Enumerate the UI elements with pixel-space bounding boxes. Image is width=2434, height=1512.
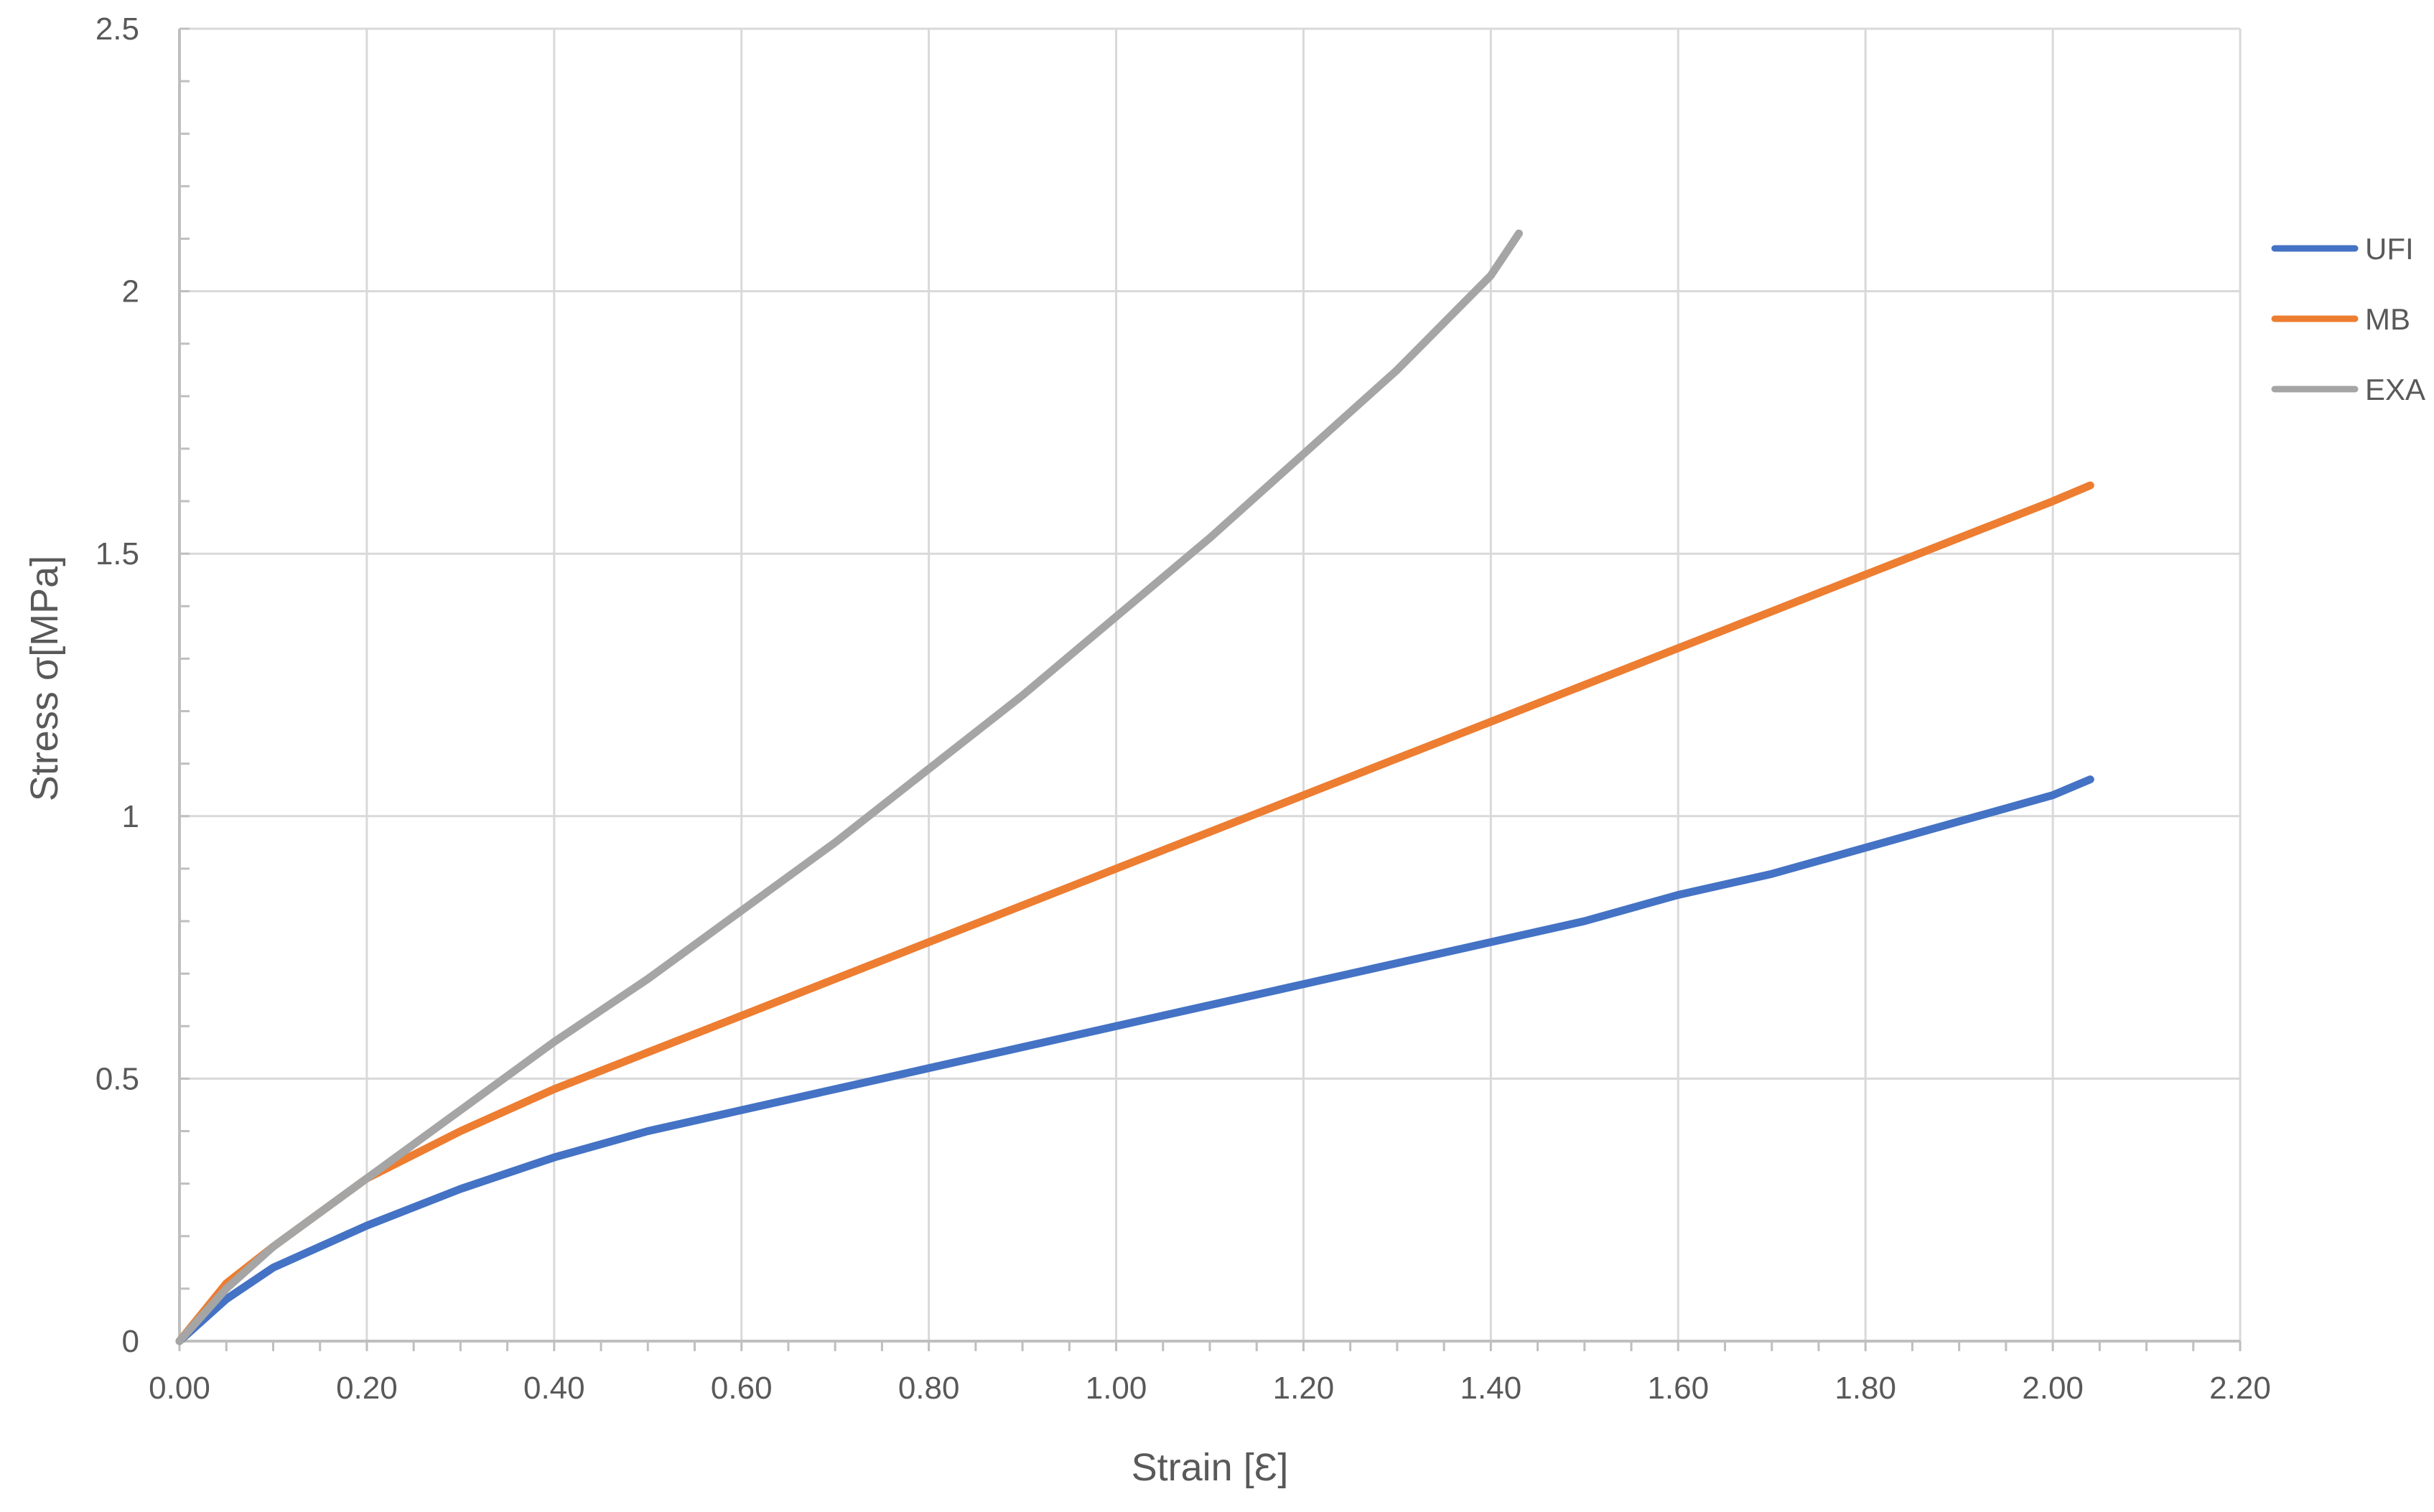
y-tick-label: 2.5	[95, 11, 139, 47]
x-tick-label: 1.00	[1086, 1371, 1147, 1406]
legend-label-exa: EXA	[2365, 373, 2425, 406]
y-tick-label: 1.5	[95, 536, 139, 571]
series-line-mb	[175, 481, 2094, 1345]
x-tick-label: 1.80	[1834, 1371, 1896, 1406]
y-axis-tick-labels: 0 0.5 1 1.5 2 2.5	[95, 11, 139, 1359]
y-axis-title: Stress σ[MPa]	[23, 556, 66, 801]
series-line-ufi	[175, 775, 2094, 1345]
x-tick-label: 0.60	[711, 1371, 773, 1406]
legend: UFI MB EXA	[2271, 232, 2425, 406]
x-tick-label: 1.20	[1273, 1371, 1335, 1406]
x-tick-label: 1.40	[1460, 1371, 1522, 1406]
y-tick-label: 0	[122, 1324, 139, 1359]
x-axis-title: Strain [Ɛ]	[1132, 1446, 1289, 1489]
x-tick-label: 0.80	[898, 1371, 960, 1406]
y-tick-label: 0.5	[95, 1061, 139, 1096]
x-tick-label: 0.00	[149, 1371, 210, 1406]
y-tick-label: 2	[122, 274, 139, 309]
x-tick-label: 0.20	[336, 1371, 398, 1406]
axes	[178, 27, 2242, 1351]
series-line-exa	[175, 229, 1523, 1345]
gridlines	[179, 27, 2242, 1341]
y-tick-label: 1	[122, 799, 139, 834]
legend-label-ufi: UFI	[2365, 232, 2414, 266]
x-axis-tick-labels: 0.00 0.20 0.40 0.60 0.80 1.00 1.20 1.40 1.60 1.80…	[149, 1371, 2271, 1406]
data-series	[175, 229, 2094, 1345]
x-tick-label: 0.40	[523, 1371, 585, 1406]
x-tick-label: 2.00	[2022, 1371, 2084, 1406]
x-tick-label: 2.20	[2209, 1371, 2271, 1406]
legend-label-mb: MB	[2365, 302, 2410, 336]
x-tick-label: 1.60	[1647, 1371, 1709, 1406]
